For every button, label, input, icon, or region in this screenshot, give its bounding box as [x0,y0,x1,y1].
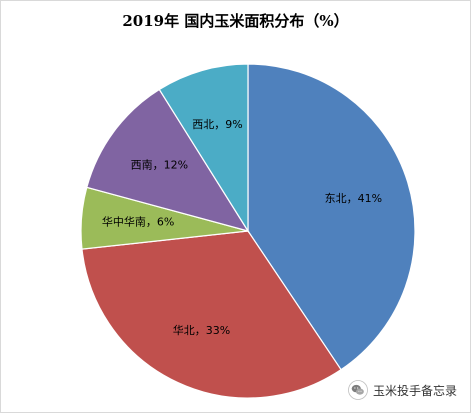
pie-slices [80,63,416,399]
watermark-text: 玉米投手备忘录 [373,383,458,398]
pie-slice-4 [158,63,249,234]
data-label-2: 华中华南，6% [102,214,174,228]
pie-slice-3 [86,88,250,232]
chart-title: 2019年 国内玉米面积分布（%） [122,12,349,30]
pie-slice-0 [247,63,416,371]
data-label-3: 西南，12% [131,158,188,171]
data-label-0: 东北，41% [325,192,382,205]
pie-slice-1 [81,230,342,399]
data-label-1: 华北，33% [173,323,230,337]
watermark: 玉米投手备忘录 [348,380,457,400]
pie-data-labels: 东北，41% 华北，33% 华中华南，6% 西南，12% 西北，9% [102,118,382,337]
wechat-icon [348,380,368,400]
data-label-4: 西北，9% [192,118,242,131]
